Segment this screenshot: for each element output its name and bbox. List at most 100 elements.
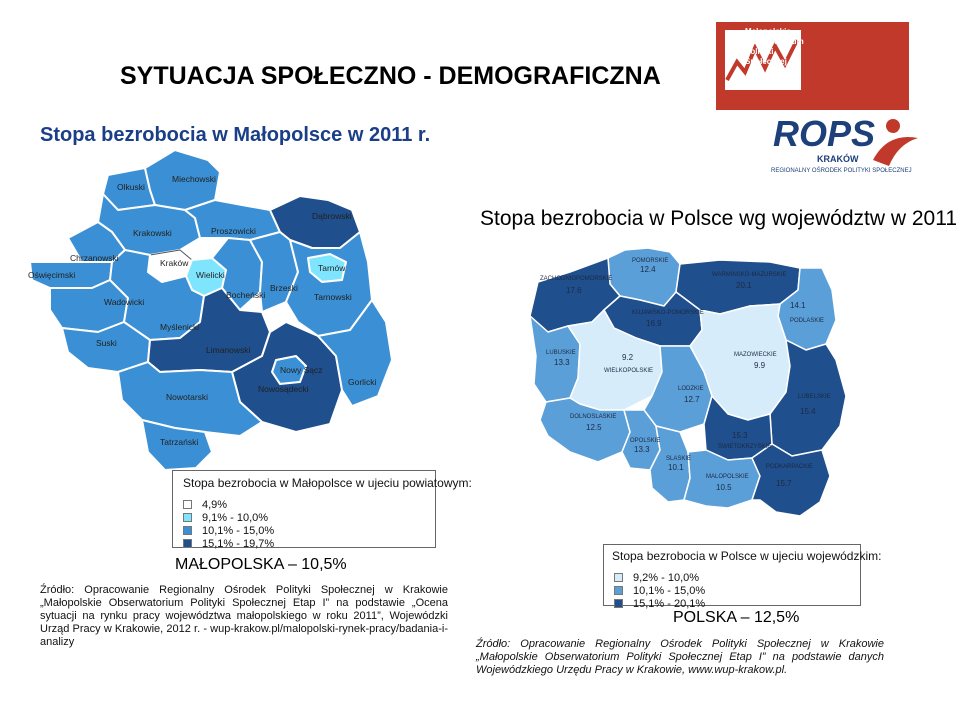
label-chrzanowski: Chrzanowski [70, 253, 119, 263]
vname-warminsko-mazurskie: WARMINSKO-MAZURSKIE [712, 272, 786, 278]
vname-pomorskie: POMORSKIE [632, 258, 668, 264]
vval-kujawsko-pomorskie: 16.9 [646, 319, 662, 328]
legend-swatch [183, 500, 192, 509]
vname-malopolskie: MALOPOLSKIE [706, 474, 749, 480]
label-wadowicki: Wadowicki [104, 297, 144, 307]
vname-wielkopolskie: WIELKOPOLSKIE [604, 368, 653, 374]
legend-label: 10,1% - 15,0% [202, 524, 275, 537]
vval-zachodniopomorskie: 17.6 [566, 286, 582, 295]
vname-dolnoslaskie: DOLNOSLASKIE [570, 414, 616, 420]
label-dabrowski: Dąbrowski [312, 211, 352, 221]
logo-line3: Polityki [745, 47, 773, 56]
vname-lubelskie: LUBELSKIE [798, 394, 831, 400]
vname-mazowieckie: MAZOWIECKIE [734, 352, 777, 358]
label-limanowski: Limanowski [206, 345, 251, 355]
logo-city: KRAKÓW [817, 153, 859, 164]
voivodeship-slaskie [649, 425, 691, 503]
vname-lubuskie: LUBUSKIE [546, 350, 576, 356]
vval-slaskie: 10.1 [668, 463, 684, 472]
malopolska-summary: MAŁOPOLSKA – 10,5% [175, 556, 347, 573]
logo-line1: Małopolskie [745, 27, 791, 36]
poland-summary: POLSKA – 12,5% [673, 609, 800, 626]
vval-opolskie: 13.3 [634, 445, 650, 454]
logo-figure-icon [886, 119, 900, 133]
vval-lubuskie: 13.3 [554, 358, 570, 367]
poland-legend-item: 9,2% - 10,0% [614, 571, 860, 584]
vval-malopolskie: 10.5 [716, 483, 732, 492]
legend-swatch [183, 513, 192, 522]
vval-dolnoslaskie: 12.5 [586, 423, 602, 432]
legend-label: 4,9% [202, 498, 228, 511]
logo-line4: Społecznej [745, 57, 787, 66]
legend-label: 15,1% - 19,7% [202, 537, 275, 550]
label-suski: Suski [96, 338, 117, 348]
malopolska-legend-item: 4,9% [183, 498, 435, 511]
label-gorlicki: Gorlicki [348, 377, 376, 387]
page-title: SYTUACJA SPOŁECZNO - DEMOGRAFICZNA [120, 62, 661, 90]
county-gorlicki [317, 299, 393, 407]
legend-swatch [614, 573, 623, 582]
vval-swietokrzyskie: 15.3 [732, 431, 748, 440]
legend-swatch [614, 586, 623, 595]
legend-label: 9,2% - 10,0% [633, 571, 700, 584]
label-wielicki: Wielicki [196, 270, 225, 280]
vname-podkarpackie: PODKARPACKIE [766, 464, 813, 470]
label-proszowicki: Proszowicki [211, 226, 256, 236]
label-tarnow-city: Tarnów [318, 263, 346, 273]
vname-slaskie: SLASKIE [666, 456, 691, 462]
label-krakow: Kraków [160, 258, 189, 268]
label-brzeski: Brzeski [270, 283, 298, 293]
malopolska-legend-item: 9,1% - 10,0% [183, 511, 435, 524]
label-bochenski: Bocheński [226, 290, 265, 300]
legend-swatch [183, 526, 192, 535]
voivodeship-podkarpackie [751, 443, 831, 517]
label-tatrzanski: Tatrzański [160, 437, 198, 447]
vname-lodzkie: LODZKIE [678, 386, 704, 392]
poland-source: Źródło: Opracowanie Regionalny Ośrodek P… [476, 638, 884, 676]
label-oswiecimski: Oświęcimski [28, 270, 75, 280]
label-krakowski: Krakowski [133, 228, 172, 238]
malopolska-map-title: Stopa bezrobocia w Małopolsce w 2011 r. [40, 124, 431, 146]
legend-swatch [183, 539, 192, 548]
poland-legend-title: Stopa bezrobocia w Polsce w ujeciu wojew… [612, 549, 882, 563]
vval-warminsko-mazurskie: 20.1 [736, 281, 752, 290]
vval-lubelskie: 15.4 [800, 407, 816, 416]
vval-pomorskie: 12.4 [640, 265, 656, 274]
label-olkuski: Olkuski [117, 182, 145, 192]
vname-podlaskie: PODLASKIE [790, 318, 824, 324]
poland-legend-item: 10,1% - 15,0% [614, 584, 860, 597]
label-nowy-sacz-city: Nowy Sącz [280, 365, 323, 375]
poland-legend-item: 15,1% - 20,1% [614, 597, 860, 610]
rops-logo: Małopolskie Obserwatorium Polityki Społe… [716, 22, 918, 174]
label-nowotarski: Nowotarski [166, 392, 208, 402]
legend-label: 10,1% - 15,0% [633, 584, 706, 597]
vval-podkarpackie: 15.7 [776, 479, 792, 488]
poland-map-title: Stopa bezrobocia w Polsce wg województw … [480, 207, 960, 230]
logo-org: REGIONALNY OŚRODEK POLITYKI SPOŁECZNEJ [771, 166, 912, 174]
vval-lodzkie: 12.7 [684, 395, 700, 404]
malopolska-source: Źródło: Opracowanie Regionalny Ośrodek P… [40, 584, 448, 648]
legend-label: 15,1% - 20,1% [633, 597, 706, 610]
vname-kujawsko-pomorskie: KUJAWSKO-POMORSKIE [632, 310, 704, 316]
label-miechowski: Miechowski [172, 174, 216, 184]
vname-swietokrzyskie: SWIETOKRZYSKIE [718, 444, 771, 450]
vval-podlaskie: 14.1 [790, 301, 806, 310]
county-tatrzanski [141, 419, 213, 471]
logo-brand: ROPS [773, 113, 875, 154]
label-nowosadecki: Nowosądecki [258, 384, 309, 394]
legend-swatch [614, 599, 623, 608]
malopolska-legend: Stopa bezrobocia w Małopolsce w ujeciu p… [172, 470, 472, 550]
malopolska-legend-item: 15,1% - 19,7% [183, 537, 435, 550]
vname-zachodniopomorskie: ZACHODNIOPOMORSKIE [540, 276, 612, 282]
vname-opolskie: OPOLSKIE [630, 438, 660, 444]
legend-label: 9,1% - 10,0% [202, 511, 269, 524]
vval-wielkopolskie: 9.2 [622, 353, 634, 362]
malopolska-county-map: Olkuski Miechowski Krakowski Proszowicki… [28, 149, 393, 471]
label-myslenicki: Myślenicki [160, 322, 199, 332]
label-tarnowski: Tarnowski [314, 292, 352, 302]
vval-mazowieckie: 9.9 [754, 361, 766, 370]
logo-line2: Obserwatorium [745, 37, 804, 46]
malopolska-legend-title: Stopa bezrobocia w Małopolsce w ujeciu p… [183, 476, 472, 490]
malopolska-legend-item: 10,1% - 15,0% [183, 524, 435, 537]
